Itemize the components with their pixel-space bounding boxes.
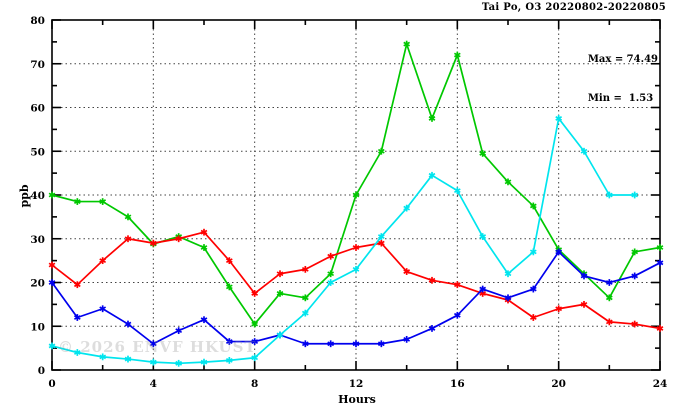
y-axis-label: ppb bbox=[18, 184, 31, 207]
x-axis-label: Hours bbox=[338, 393, 376, 406]
axis-tick-labels: 0 10 20 30 40 50 60 70 80 0 4 8 12 16 20 24 bbox=[30, 15, 667, 390]
x-tick-label: 20 bbox=[551, 378, 566, 390]
axis-ticks bbox=[51, 19, 661, 371]
y-tick-label: 20 bbox=[30, 278, 45, 290]
y-tick-label: 70 bbox=[30, 59, 45, 71]
x-tick-label: 0 bbox=[48, 378, 55, 390]
chart-title: Tai Po, O3 20220802-20220805 bbox=[481, 2, 666, 13]
x-tick-label: 4 bbox=[150, 378, 157, 390]
min-value-label: Min = 1.53 bbox=[587, 93, 654, 104]
y-tick-label: 0 bbox=[38, 365, 45, 377]
y-tick-label: 10 bbox=[30, 321, 45, 333]
data-series-layer bbox=[48, 40, 664, 367]
y-tick-label: 40 bbox=[30, 190, 45, 202]
y-tick-label: 50 bbox=[30, 146, 45, 158]
x-tick-label: 8 bbox=[251, 378, 258, 390]
x-tick-label: 24 bbox=[653, 378, 668, 390]
x-tick-label: 12 bbox=[349, 378, 364, 390]
stats-annotation-box: Max = 74.49 Min = 1.53 bbox=[588, 27, 658, 131]
y-tick-label: 60 bbox=[30, 103, 45, 115]
x-tick-label: 16 bbox=[450, 378, 465, 390]
series-line bbox=[48, 228, 664, 332]
y-tick-label: 30 bbox=[30, 234, 45, 246]
series-line bbox=[48, 115, 639, 367]
y-tick-label: 80 bbox=[30, 15, 45, 27]
max-value-label: Max = 74.49 bbox=[587, 54, 658, 65]
